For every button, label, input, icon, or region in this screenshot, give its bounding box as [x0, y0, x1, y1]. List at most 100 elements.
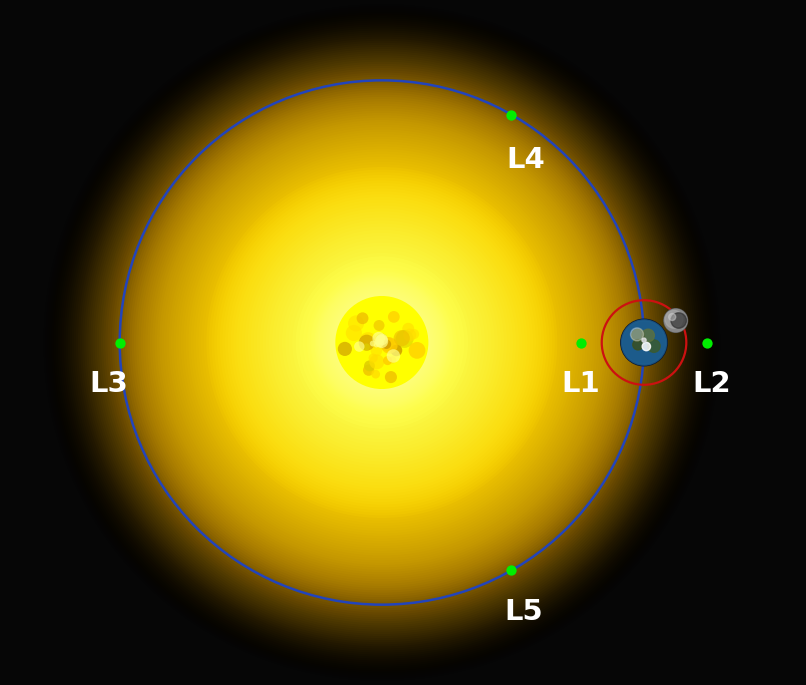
Point [574, 337, 587, 348]
Circle shape [633, 340, 643, 350]
Circle shape [285, 246, 479, 439]
Circle shape [147, 108, 616, 577]
Circle shape [324, 285, 439, 400]
Circle shape [127, 88, 637, 597]
Circle shape [348, 315, 364, 332]
Circle shape [364, 360, 375, 371]
Circle shape [162, 122, 602, 563]
Circle shape [299, 260, 464, 425]
Circle shape [231, 191, 533, 494]
Circle shape [206, 167, 558, 518]
Circle shape [373, 320, 384, 331]
Circle shape [178, 139, 585, 546]
Circle shape [143, 103, 621, 582]
Circle shape [130, 90, 634, 595]
Circle shape [118, 79, 646, 606]
Circle shape [346, 325, 362, 341]
Circle shape [340, 301, 423, 384]
Circle shape [403, 329, 416, 341]
Circle shape [369, 354, 384, 369]
Circle shape [193, 154, 570, 531]
Circle shape [49, 10, 714, 675]
Circle shape [338, 342, 352, 356]
Circle shape [168, 129, 595, 556]
Circle shape [272, 233, 492, 452]
Circle shape [622, 321, 666, 364]
Circle shape [217, 177, 546, 508]
Circle shape [322, 284, 441, 401]
Circle shape [326, 286, 438, 399]
Circle shape [89, 49, 675, 636]
Circle shape [212, 172, 552, 513]
Circle shape [56, 16, 708, 669]
Circle shape [314, 275, 450, 410]
Circle shape [202, 162, 563, 523]
Point [505, 110, 517, 121]
Circle shape [209, 170, 555, 515]
Circle shape [69, 30, 694, 655]
Circle shape [164, 125, 600, 560]
Circle shape [331, 292, 433, 393]
Circle shape [94, 55, 669, 630]
Circle shape [82, 42, 682, 643]
Circle shape [372, 370, 380, 379]
Circle shape [642, 329, 654, 342]
Circle shape [370, 331, 393, 354]
Circle shape [263, 223, 501, 462]
Circle shape [356, 312, 368, 324]
Circle shape [157, 118, 607, 567]
Circle shape [72, 32, 692, 653]
Circle shape [181, 142, 583, 543]
Circle shape [236, 197, 527, 488]
Point [701, 337, 714, 348]
Circle shape [101, 62, 663, 623]
Circle shape [389, 356, 397, 363]
Circle shape [225, 186, 538, 499]
Circle shape [331, 292, 433, 393]
Circle shape [214, 175, 550, 510]
Circle shape [374, 342, 379, 347]
Circle shape [322, 283, 441, 402]
Circle shape [671, 313, 687, 328]
Circle shape [152, 113, 612, 572]
Circle shape [402, 323, 414, 335]
Text: L3: L3 [89, 370, 129, 398]
Circle shape [327, 288, 437, 397]
Circle shape [642, 342, 650, 351]
Text: L1: L1 [561, 370, 600, 398]
Circle shape [306, 267, 457, 418]
Circle shape [383, 356, 393, 365]
Circle shape [375, 335, 388, 348]
Circle shape [155, 115, 609, 570]
Circle shape [320, 281, 444, 404]
Circle shape [52, 12, 713, 673]
Circle shape [176, 137, 588, 548]
Point [114, 337, 127, 348]
Circle shape [80, 40, 683, 645]
Circle shape [204, 164, 560, 521]
Circle shape [57, 18, 706, 667]
Circle shape [318, 279, 446, 406]
Circle shape [372, 341, 380, 348]
Circle shape [166, 127, 597, 558]
Circle shape [289, 249, 475, 436]
Circle shape [335, 296, 428, 389]
Circle shape [376, 339, 384, 347]
Circle shape [333, 293, 431, 392]
Circle shape [136, 97, 628, 588]
Circle shape [621, 319, 667, 366]
Circle shape [61, 22, 702, 663]
Circle shape [254, 214, 510, 471]
Circle shape [189, 149, 575, 536]
Circle shape [86, 47, 678, 638]
Circle shape [186, 147, 578, 538]
Circle shape [279, 239, 485, 446]
Circle shape [322, 282, 442, 403]
Circle shape [251, 212, 513, 473]
Circle shape [247, 208, 516, 477]
Circle shape [393, 330, 409, 347]
Circle shape [368, 353, 378, 362]
Circle shape [380, 337, 395, 351]
Circle shape [106, 66, 659, 619]
Circle shape [44, 4, 720, 681]
